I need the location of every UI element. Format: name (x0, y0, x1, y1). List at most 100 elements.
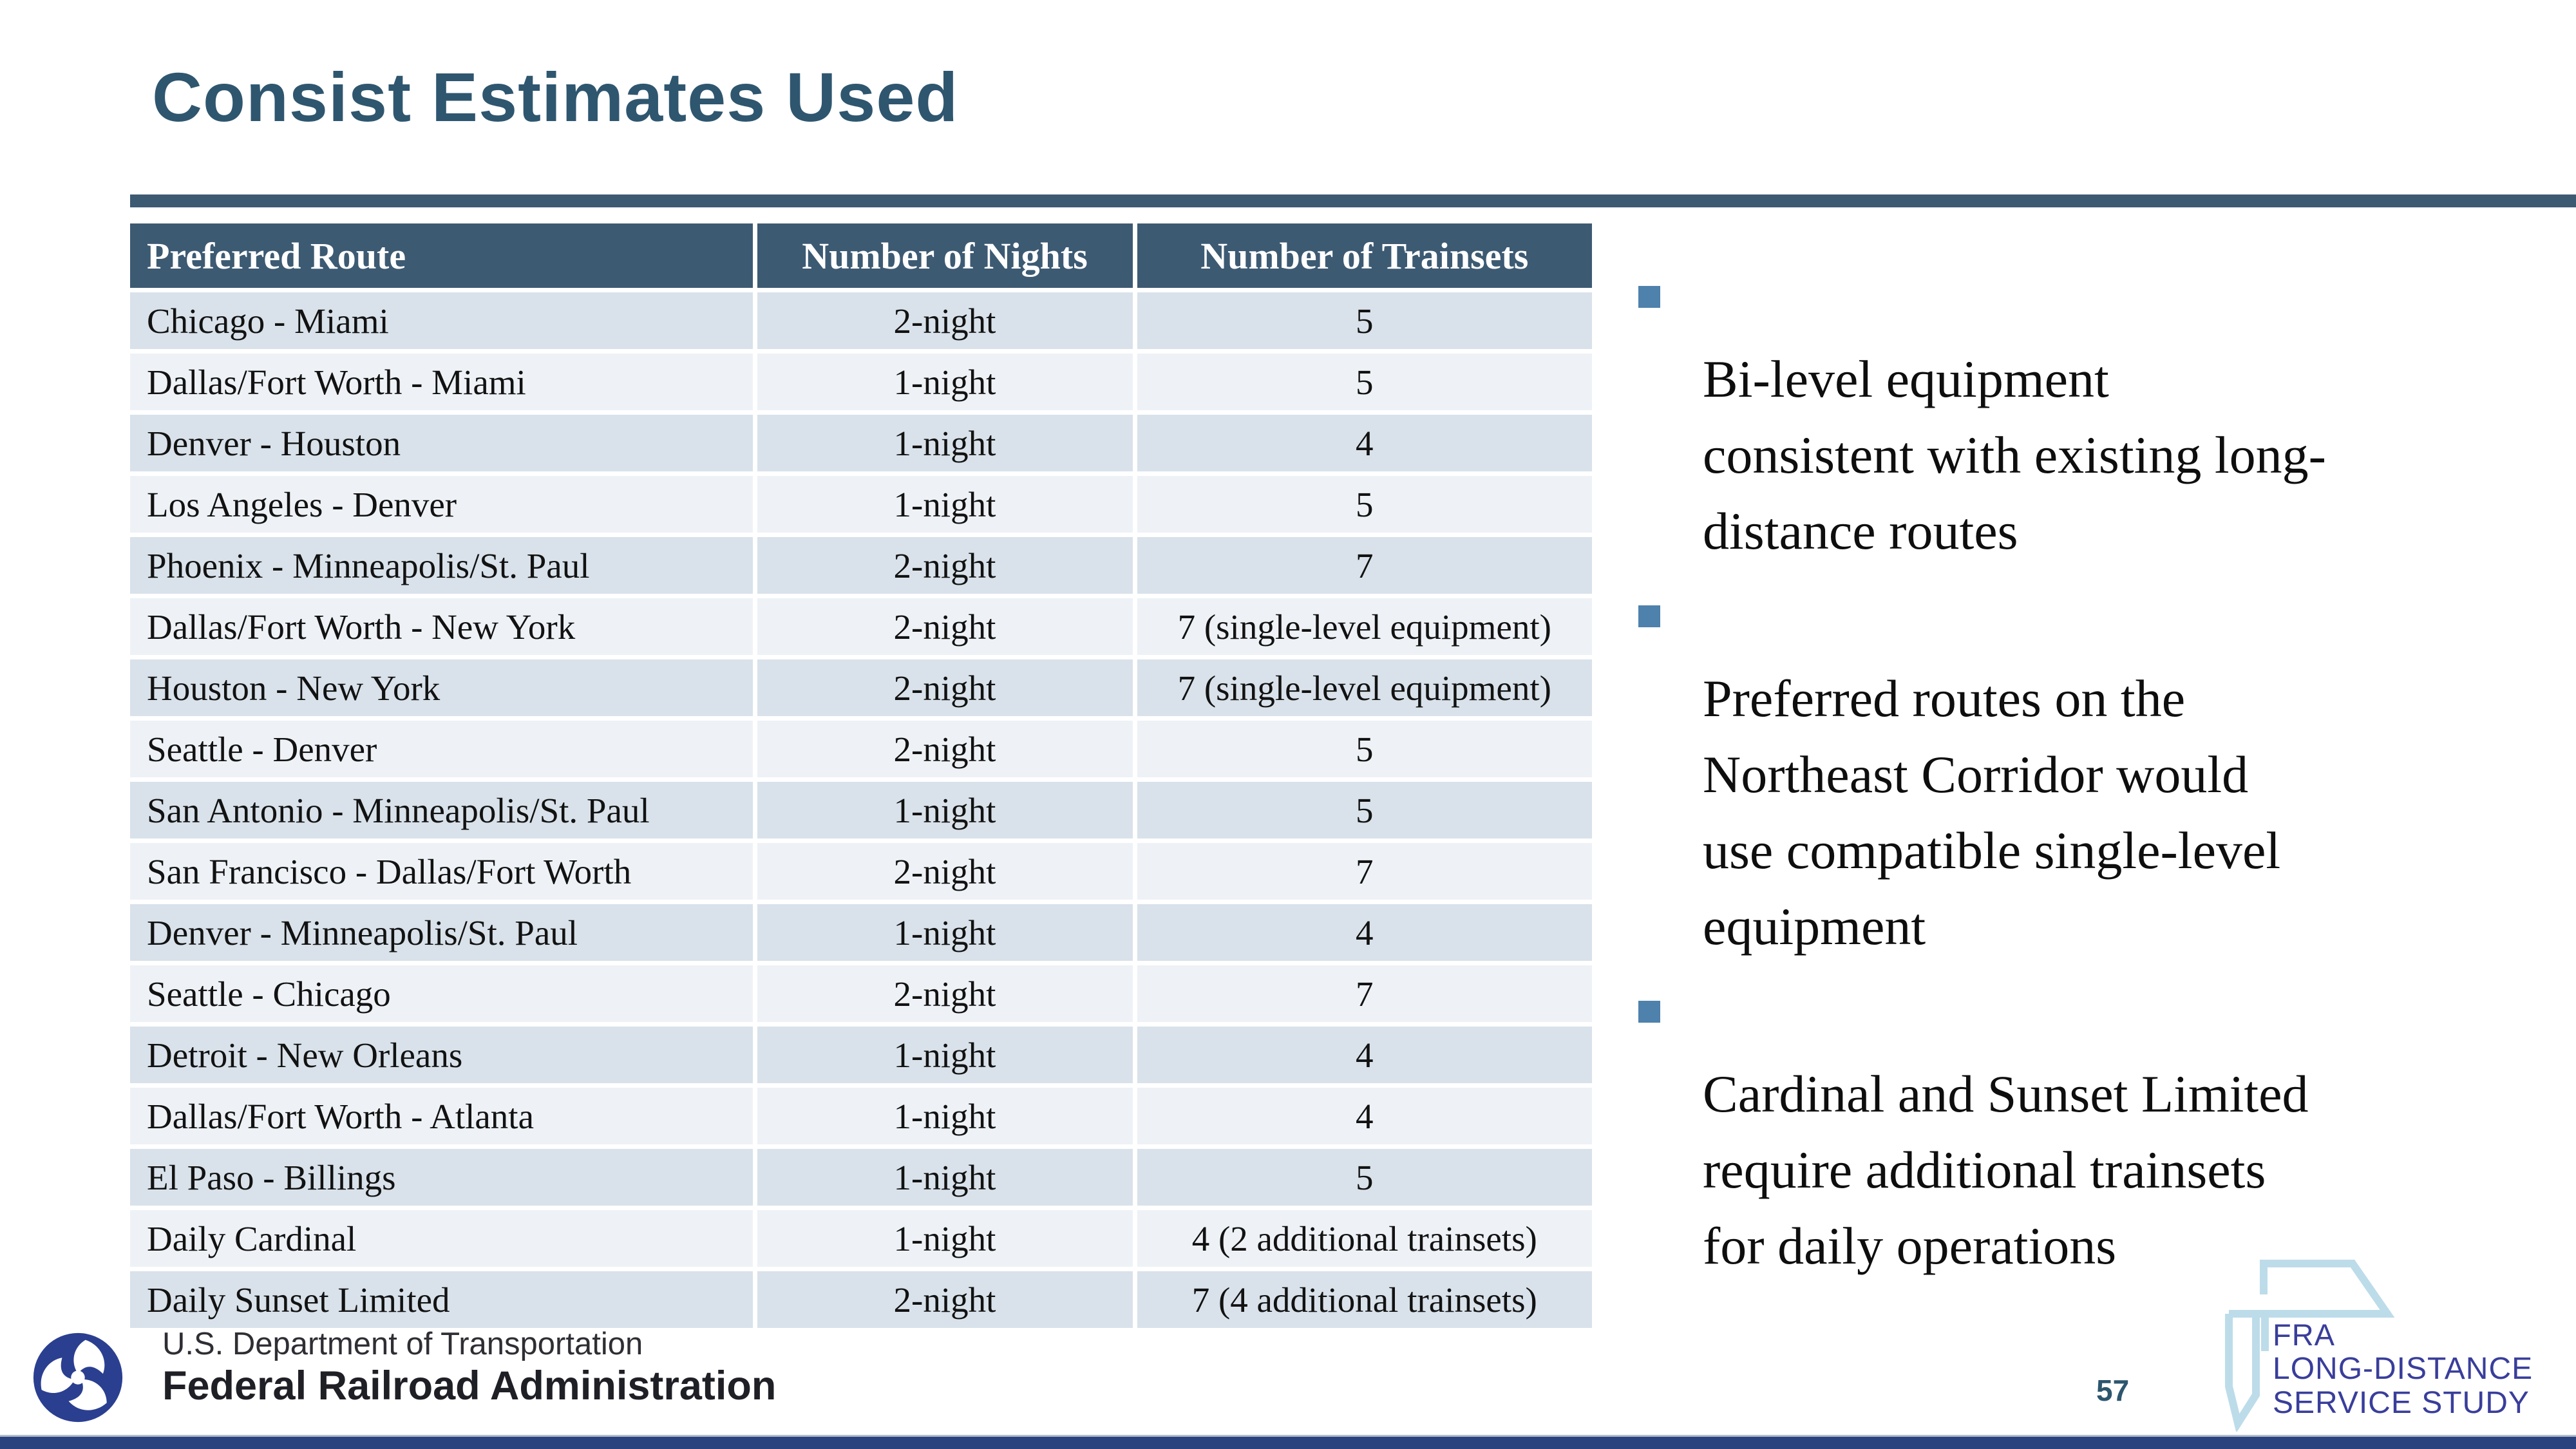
route-cell: Houston - New York (130, 655, 757, 719)
square-bullet-icon (1638, 605, 1660, 627)
trainsets-cell: 7 (1135, 533, 1592, 596)
nights-cell: 1-night (755, 349, 1137, 413)
bullet-text: Bi-level equipment consistent with exist… (1703, 350, 2326, 560)
dot-department-label: U.S. Department of Transportation (162, 1327, 643, 1361)
header-number-of-trainsets: Number of Trainsets (1135, 223, 1592, 290)
route-cell: Dallas/Fort Worth - Miami (130, 349, 757, 413)
route-cell: Phoenix - Minneapolis/St. Paul (130, 533, 757, 596)
nights-cell: 2-night (755, 288, 1137, 352)
trainsets-cell: 4 (1135, 1083, 1592, 1147)
table-row: El Paso - Billings 1-night 5 (130, 1144, 1592, 1208)
square-bullet-icon (1638, 286, 1660, 308)
table-row: San Antonio - Minneapolis/St. Paul 1-nig… (130, 777, 1592, 841)
route-cell: Dallas/Fort Worth - New York (130, 594, 757, 658)
trainsets-cell: 4 (2 additional trainsets) (1135, 1206, 1592, 1269)
route-cell: San Antonio - Minneapolis/St. Paul (130, 777, 757, 841)
nights-cell: 2-night (755, 1267, 1137, 1328)
table-row: Daily Cardinal 1-night 4 (2 additional t… (130, 1206, 1592, 1269)
dot-logo-text: U.S. Department of Transportation Federa… (162, 1327, 776, 1408)
usdot-triskelion-icon (33, 1332, 123, 1423)
nights-cell: 1-night (755, 1022, 1137, 1086)
nights-cell: 2-night (755, 655, 1137, 719)
table-row: Chicago - Miami 2-night 5 (130, 288, 1592, 352)
table-row: Phoenix - Minneapolis/St. Paul 2-night 7 (130, 533, 1592, 596)
trainsets-cell: 5 (1135, 1144, 1592, 1208)
nights-cell: 1-night (755, 1206, 1137, 1269)
fra-logo-line3: SERVICE STUDY (2273, 1386, 2530, 1420)
bullet-text: Preferred routes on the Northeast Corrid… (1703, 669, 2281, 956)
route-cell: Dallas/Fort Worth - Atlanta (130, 1083, 757, 1147)
bottom-accent-bar (0, 1435, 2576, 1449)
header-number-of-nights: Number of Nights (755, 223, 1137, 290)
nights-cell: 2-night (755, 838, 1137, 902)
fra-administration-label: Federal Railroad Administration (162, 1363, 777, 1408)
nights-cell: 2-night (755, 716, 1137, 780)
trainsets-cell: 5 (1135, 288, 1592, 352)
square-bullet-icon (1638, 1001, 1660, 1023)
route-cell: El Paso - Billings (130, 1144, 757, 1208)
trainsets-cell: 5 (1135, 777, 1592, 841)
bullet-item-cardinal-sunset: Cardinal and Sunset Limited require addi… (1638, 980, 2514, 1284)
table-row: Dallas/Fort Worth - Miami 1-night 5 (130, 349, 1592, 413)
trainsets-cell: 7 (single-level equipment) (1135, 594, 1592, 658)
table-row: Daily Sunset Limited 2-night 7 (4 additi… (130, 1267, 1592, 1328)
table-header: Preferred Route Number of Nights Number … (130, 223, 1592, 290)
nights-cell: 1-night (755, 1144, 1137, 1208)
trainsets-cell: 7 (single-level equipment) (1135, 655, 1592, 719)
route-cell: Daily Cardinal (130, 1206, 757, 1269)
trainsets-cell: 4 (1135, 410, 1592, 474)
route-cell: Detroit - New Orleans (130, 1022, 757, 1086)
table-header-row: Preferred Route Number of Nights Number … (130, 223, 1592, 290)
consist-estimates-table: Preferred Route Number of Nights Number … (130, 223, 1592, 1328)
bullet-item-nec: Preferred routes on the Northeast Corrid… (1638, 585, 2514, 965)
nights-cell: 2-night (755, 533, 1137, 596)
trainsets-cell: 4 (1135, 1022, 1592, 1086)
fra-train-outline-icon (2225, 1260, 2395, 1432)
route-cell: Chicago - Miami (130, 288, 757, 352)
fra-logo-line1: FRA (2273, 1318, 2335, 1352)
trainsets-cell: 5 (1135, 471, 1592, 535)
route-cell: Los Angeles - Denver (130, 471, 757, 535)
route-cell: Seattle - Denver (130, 716, 757, 780)
table-row: Detroit - New Orleans 1-night 4 (130, 1022, 1592, 1086)
route-cell: Seattle - Chicago (130, 961, 757, 1025)
table-row: Denver - Houston 1-night 4 (130, 410, 1592, 474)
table-body: Chicago - Miami 2-night 5 Dallas/Fort Wo… (130, 288, 1592, 1328)
route-cell: Denver - Houston (130, 410, 757, 474)
fra-logo-line2: LONG-DISTANCE (2273, 1352, 2533, 1386)
table-row: Seattle - Chicago 2-night 7 (130, 961, 1592, 1025)
table-row: Denver - Minneapolis/St. Paul 1-night 4 (130, 900, 1592, 963)
page-title: Consist Estimates Used (152, 58, 959, 136)
header-preferred-route: Preferred Route (130, 223, 757, 290)
nights-cell: 2-night (755, 594, 1137, 658)
route-cell: Daily Sunset Limited (130, 1267, 757, 1328)
trainsets-cell: 7 (1135, 838, 1592, 902)
nights-cell: 1-night (755, 777, 1137, 841)
nights-cell: 1-night (755, 410, 1137, 474)
route-cell: Denver - Minneapolis/St. Paul (130, 900, 757, 963)
trainsets-cell: 5 (1135, 716, 1592, 780)
bullet-text: Cardinal and Sunset Limited require addi… (1703, 1065, 2309, 1275)
bullet-item-bilevel: Bi-level equipment consistent with exist… (1638, 265, 2514, 569)
nights-cell: 1-night (755, 1083, 1137, 1147)
page-number: 57 (2096, 1374, 2130, 1407)
table-row: Los Angeles - Denver 1-night 5 (130, 471, 1592, 535)
trainsets-cell: 7 (1135, 961, 1592, 1025)
trainsets-cell: 5 (1135, 349, 1592, 413)
table-row: Seattle - Denver 2-night 5 (130, 716, 1592, 780)
table-row: Dallas/Fort Worth - Atlanta 1-night 4 (130, 1083, 1592, 1147)
fra-study-logo: FRA LONG-DISTANCE SERVICE STUDY (2212, 1255, 2576, 1435)
trainsets-cell: 4 (1135, 900, 1592, 963)
route-cell: San Francisco - Dallas/Fort Worth (130, 838, 757, 902)
title-rule (130, 194, 2576, 207)
bullet-list: Bi-level equipment consistent with exist… (1638, 265, 2514, 1300)
nights-cell: 2-night (755, 961, 1137, 1025)
fra-logo-text: FRA LONG-DISTANCE SERVICE STUDY (2273, 1318, 2533, 1420)
table-row: Houston - New York 2-night 7 (single-lev… (130, 655, 1592, 719)
trainsets-cell: 7 (4 additional trainsets) (1135, 1267, 1592, 1328)
table-row: San Francisco - Dallas/Fort Worth 2-nigh… (130, 838, 1592, 902)
nights-cell: 1-night (755, 900, 1137, 963)
table-row: Dallas/Fort Worth - New York 2-night 7 (… (130, 594, 1592, 658)
nights-cell: 1-night (755, 471, 1137, 535)
